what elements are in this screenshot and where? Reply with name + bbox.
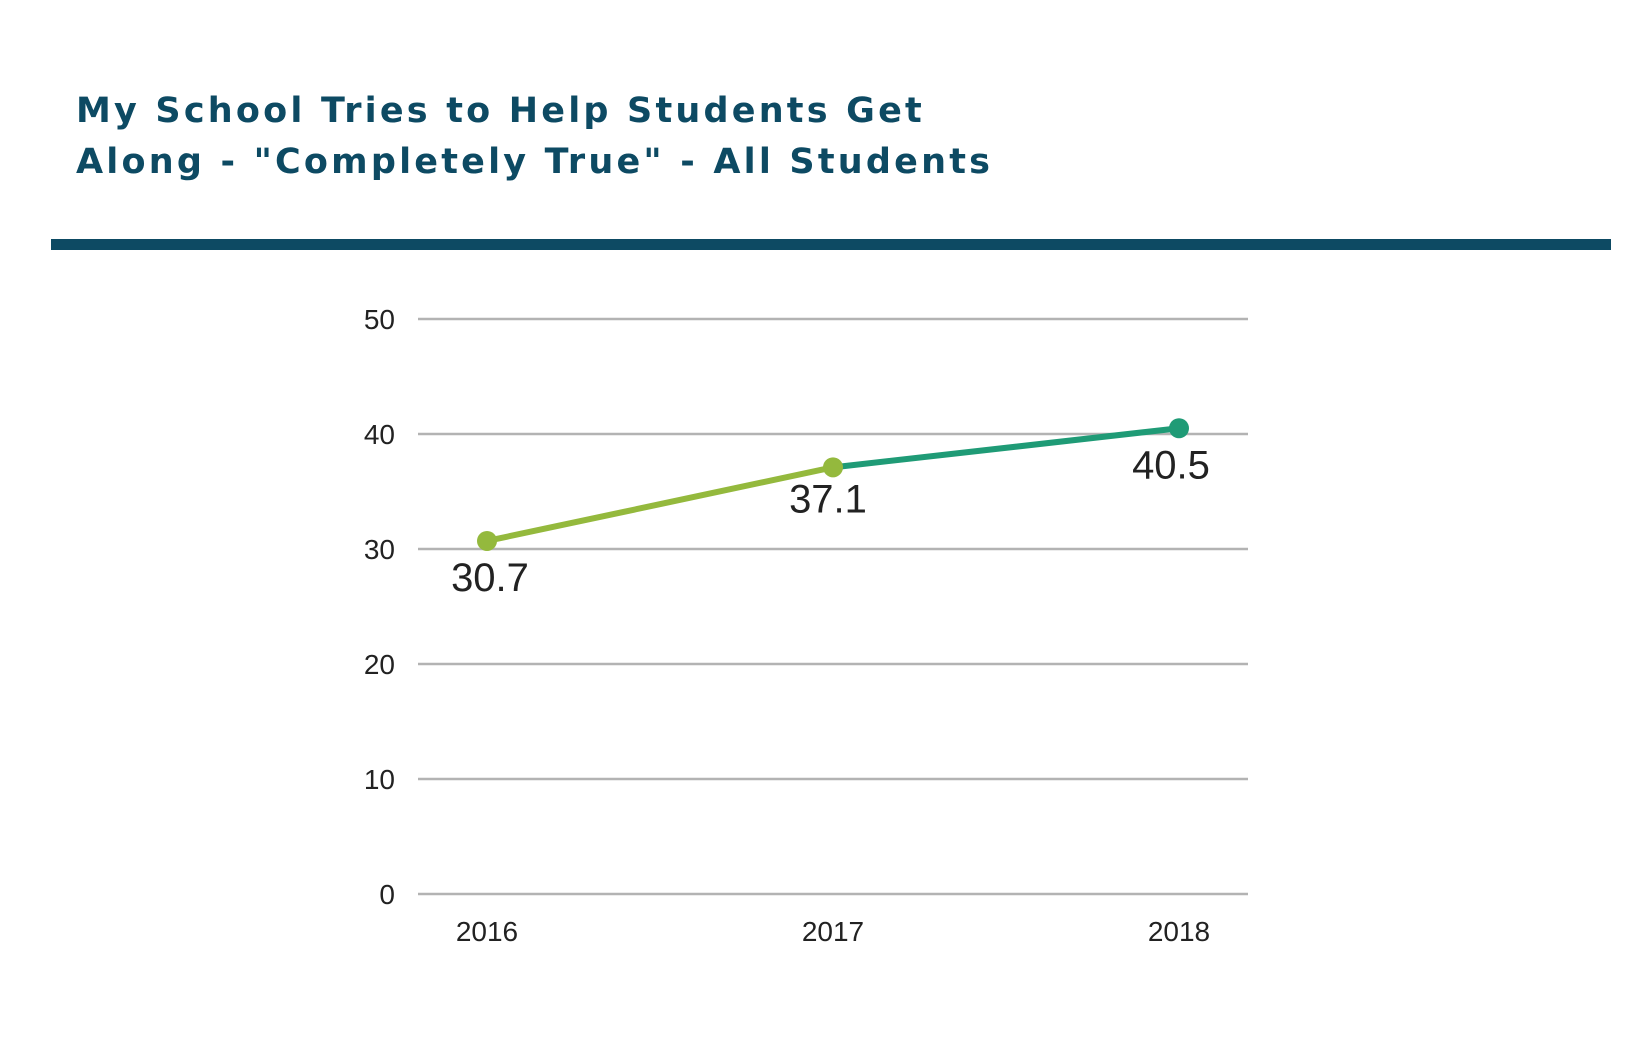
title-divider	[51, 239, 1611, 250]
series-points	[477, 418, 1189, 551]
y-tick-label: 50	[364, 304, 395, 335]
y-tick-label: 30	[364, 534, 395, 565]
data-label: 40.5	[1132, 443, 1210, 487]
y-axis-ticks: 0 10 20 30 40 50	[364, 304, 395, 910]
series-line	[484, 425, 1182, 544]
data-labels: 30.7 37.1 40.5	[451, 443, 1210, 600]
data-point	[1169, 418, 1189, 439]
data-label: 30.7	[451, 556, 529, 600]
line-segment	[830, 425, 1182, 471]
chart-title: My School Tries to Help Students Get Alo…	[76, 86, 1176, 188]
x-axis-ticks: 2016 2017 2018	[456, 916, 1210, 947]
data-point	[477, 530, 497, 551]
x-tick-label: 2017	[802, 916, 864, 947]
y-tick-label: 0	[379, 879, 395, 910]
x-tick-label: 2016	[456, 916, 518, 947]
data-label: 37.1	[789, 477, 867, 521]
chart-title-line-2: Along - "Completely True" - All Students	[76, 142, 994, 182]
x-tick-label: 2018	[1148, 916, 1210, 947]
y-tick-label: 20	[364, 649, 395, 680]
data-point	[823, 457, 843, 478]
chart-title-line-1: My School Tries to Help Students Get	[76, 91, 925, 131]
y-tick-label: 10	[364, 764, 395, 795]
line-segment	[484, 464, 836, 544]
y-tick-label: 40	[364, 419, 395, 450]
gridlines	[418, 317, 1248, 896]
